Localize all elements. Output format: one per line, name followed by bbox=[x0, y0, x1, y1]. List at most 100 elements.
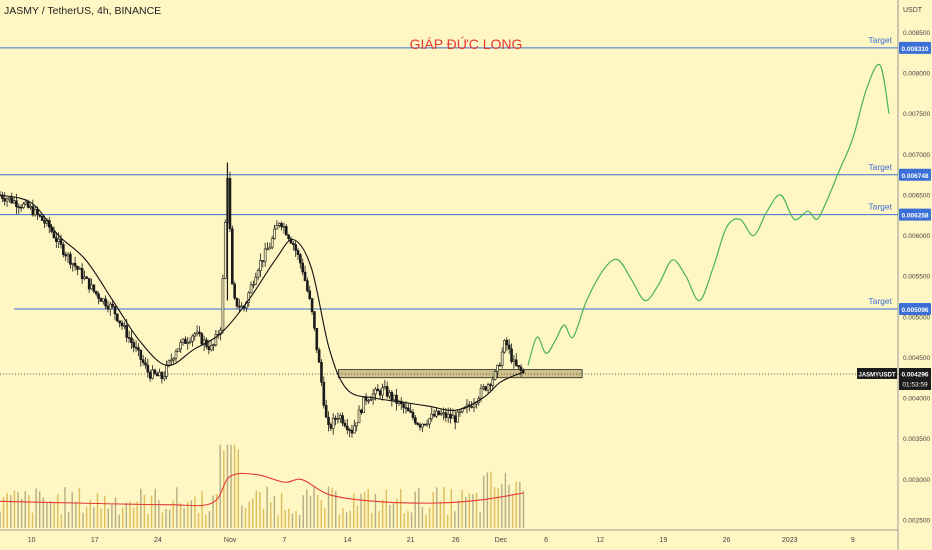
candle-body bbox=[69, 253, 72, 265]
candle-body bbox=[231, 228, 234, 285]
candle-body bbox=[390, 392, 394, 401]
target-label: Target bbox=[868, 202, 892, 212]
volume-bar bbox=[187, 501, 189, 528]
volume-bar bbox=[71, 492, 73, 528]
candle-body bbox=[409, 410, 412, 413]
candle-body bbox=[8, 197, 11, 200]
volume-bar bbox=[42, 497, 45, 528]
candle-body bbox=[92, 284, 96, 292]
candle-body bbox=[167, 360, 171, 366]
volume-bar bbox=[291, 513, 294, 528]
y-tick-label: 0.004000 bbox=[903, 396, 930, 403]
candle-body bbox=[343, 422, 347, 427]
volume-bar bbox=[255, 490, 258, 528]
price-axis[interactable]: 0.002500 0.003000 0.003500 0.004000 0.004500… bbox=[903, 30, 930, 524]
volume-bar bbox=[266, 486, 268, 528]
forecast-layer bbox=[527, 63, 890, 366]
candle-body bbox=[254, 276, 258, 285]
candle-body bbox=[188, 340, 192, 343]
volume-bar bbox=[230, 444, 232, 528]
candle-body bbox=[364, 397, 368, 401]
candle-body bbox=[329, 424, 333, 429]
volume-bar bbox=[82, 512, 84, 528]
volume-bar bbox=[483, 475, 485, 528]
candle-body bbox=[275, 225, 279, 230]
volume-bar bbox=[407, 510, 409, 528]
volume-bar bbox=[39, 491, 41, 528]
candle-body bbox=[151, 369, 154, 379]
candle-body bbox=[104, 298, 107, 307]
candle-body bbox=[437, 410, 441, 415]
y-tick-label: 0.008500 bbox=[903, 30, 930, 37]
volume-bar bbox=[118, 514, 120, 528]
candle-body bbox=[338, 415, 342, 419]
volume-bar bbox=[515, 481, 517, 528]
candle-body bbox=[256, 270, 260, 278]
volume-bar bbox=[183, 508, 185, 528]
volume-bar bbox=[233, 444, 236, 528]
candle-body bbox=[106, 305, 110, 310]
volume-bar bbox=[179, 503, 182, 528]
volume-bar bbox=[168, 509, 171, 528]
countdown-label: 01:53:59 bbox=[902, 381, 928, 388]
candle-body bbox=[29, 206, 32, 208]
candle-body bbox=[158, 372, 161, 377]
candle-body bbox=[146, 364, 150, 373]
volume-bar bbox=[53, 501, 55, 528]
candle-body bbox=[5, 198, 9, 202]
candle-body bbox=[484, 386, 488, 391]
candle-body bbox=[451, 415, 455, 419]
target-label: Target bbox=[868, 296, 892, 306]
candle-body bbox=[489, 384, 492, 386]
candle-body bbox=[392, 394, 396, 401]
candle-body bbox=[94, 290, 98, 295]
candle-body bbox=[482, 386, 485, 389]
x-tick-label: 7 bbox=[282, 537, 286, 544]
volume-bar bbox=[96, 493, 99, 528]
candle-body bbox=[287, 234, 290, 240]
candle-body bbox=[132, 342, 136, 348]
volume-bar bbox=[486, 472, 489, 528]
candle-body bbox=[360, 409, 363, 413]
candle-body bbox=[406, 407, 410, 412]
candle-body bbox=[292, 242, 295, 245]
volume-bar bbox=[490, 471, 492, 528]
candle-body bbox=[486, 384, 490, 391]
candle-body bbox=[24, 201, 28, 205]
target-price-label: 0.005096 bbox=[901, 307, 928, 314]
volume-bar bbox=[215, 494, 218, 528]
candle-body bbox=[432, 413, 436, 417]
candle-body bbox=[336, 418, 340, 420]
candle-body bbox=[277, 222, 281, 226]
volume-bar bbox=[454, 511, 456, 528]
candle-body bbox=[446, 413, 450, 418]
candle-body bbox=[418, 424, 422, 428]
candle-body bbox=[141, 359, 145, 364]
volume-bar bbox=[316, 494, 319, 528]
candle-body bbox=[425, 423, 429, 426]
volume-bar bbox=[75, 501, 77, 528]
candle-body bbox=[369, 399, 373, 401]
volume-bar bbox=[342, 508, 344, 528]
volume-bar bbox=[522, 490, 525, 528]
candle-body bbox=[33, 209, 37, 216]
volume-bar bbox=[443, 486, 445, 528]
time-axis[interactable]: 10 17 24 Nov 7 14 21 26 Dec 6 12 19 26 2023 9 bbox=[28, 537, 855, 544]
x-tick-label: 24 bbox=[154, 537, 162, 544]
x-tick-label: 17 bbox=[91, 537, 99, 544]
candle-body bbox=[439, 413, 443, 416]
candle-body bbox=[512, 359, 516, 362]
volume-bar bbox=[259, 491, 261, 528]
candle-body bbox=[59, 238, 63, 245]
volume-bar bbox=[125, 502, 128, 528]
volume-bar bbox=[176, 487, 178, 528]
candle-body bbox=[385, 386, 389, 397]
volume-panel bbox=[0, 444, 525, 528]
volume-bar bbox=[468, 492, 471, 528]
candle-body bbox=[470, 406, 473, 408]
candle-body bbox=[90, 284, 93, 290]
volume-bar bbox=[277, 515, 279, 528]
candle-body bbox=[19, 206, 23, 209]
volume-bar bbox=[392, 503, 395, 528]
